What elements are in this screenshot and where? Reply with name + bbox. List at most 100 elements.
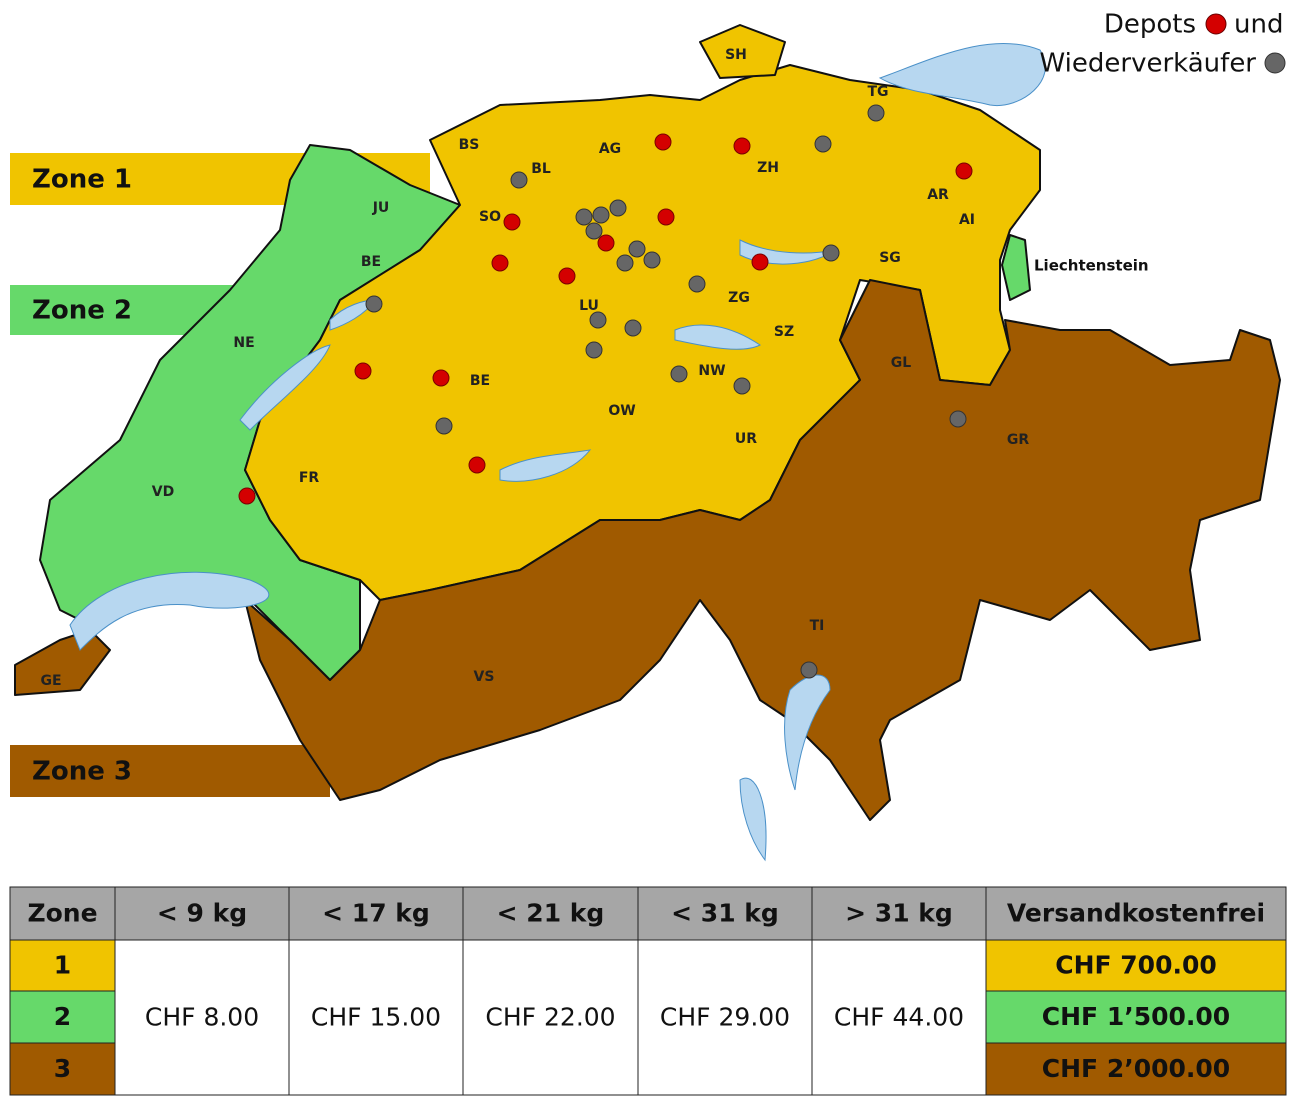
header-cell [114, 886, 290, 941]
lake [69, 571, 270, 651]
free-text: CHF 2’000.00 [1042, 1054, 1230, 1083]
reseller-dot [365, 295, 383, 313]
price-text: CHF 8.00 [145, 1003, 259, 1032]
reseller-dot [592, 206, 610, 224]
canton-label: VS [474, 669, 495, 685]
depot-dot [558, 267, 576, 285]
header-text: Versandkostenfrei [1007, 899, 1265, 928]
price-text: CHF 44.00 [834, 1003, 964, 1032]
price-cell [637, 939, 813, 1096]
header-cell [811, 886, 987, 941]
price-text: CHF 22.00 [485, 1003, 615, 1032]
canton-label: UR [735, 431, 757, 447]
reseller-dot [688, 275, 706, 293]
price-text: CHF 15.00 [311, 1003, 441, 1032]
reseller-dot [822, 244, 840, 262]
depot-dot [468, 456, 486, 474]
legend-reseller-dot [1264, 52, 1286, 74]
reseller-dot [670, 365, 688, 383]
header-text: < 21 kg [497, 899, 605, 928]
reseller-dot [800, 661, 818, 679]
price-cell [288, 939, 464, 1096]
free-cell [985, 990, 1287, 1044]
canton-label: BE [470, 373, 490, 389]
lake [784, 674, 831, 791]
reseller-dot [949, 410, 967, 428]
depot-dot [657, 208, 675, 226]
canton-label: GR [1007, 432, 1029, 448]
canton-label: AG [599, 141, 621, 157]
canton-label: ZG [728, 290, 750, 306]
depot-dot [503, 213, 521, 231]
zone-text: 3 [54, 1054, 71, 1083]
depot-dot [597, 234, 615, 252]
canton-label: JU [372, 200, 390, 216]
canton-label: ZH [757, 160, 779, 176]
depot-dot [751, 253, 769, 271]
depot-dot [432, 369, 450, 387]
header-text: < 31 kg [671, 899, 779, 928]
reseller-dot [643, 251, 661, 269]
depot-dot [238, 487, 256, 505]
zone-bar [10, 745, 330, 797]
free-text: CHF 1’500.00 [1042, 1002, 1230, 1031]
reseller-dot [575, 208, 593, 226]
zone-label: Zone 3 [32, 757, 132, 787]
legend-depot-dot [1205, 13, 1227, 35]
zone-cell [9, 939, 116, 992]
header-cell [985, 886, 1287, 941]
zone-3-area [14, 629, 111, 696]
reseller-dot [510, 171, 528, 189]
header-text: Zone [27, 899, 97, 928]
free-cell [985, 1042, 1287, 1096]
price-cell [811, 939, 987, 1096]
reseller-dot [585, 341, 603, 359]
reseller-dot [628, 240, 646, 258]
legend-label: Depots [1104, 10, 1196, 40]
canton-label: TG [867, 84, 888, 100]
depot-dot [654, 133, 672, 151]
legend-label: Wiederverkäufer [1040, 49, 1257, 79]
reseller-dot [733, 377, 751, 395]
canton-label: BE [361, 254, 381, 270]
canton-label: NE [233, 335, 254, 351]
zone-text: 1 [54, 951, 71, 980]
canton-label: SH [725, 47, 747, 63]
lake [239, 344, 331, 431]
header-text: > 31 kg [845, 899, 953, 928]
free-cell [985, 939, 1287, 992]
zone-text: 2 [54, 1002, 71, 1031]
canton-label: SO [479, 209, 501, 225]
lake [878, 42, 1046, 107]
header-text: < 17 kg [322, 899, 430, 928]
reseller-dot [435, 417, 453, 435]
price-text: CHF 29.00 [660, 1003, 790, 1032]
zone-cell [9, 990, 116, 1044]
canton-label: LU [579, 298, 599, 314]
canton-label: AR [927, 187, 949, 203]
canton-label: BL [531, 161, 551, 177]
header-cell [637, 886, 813, 941]
reseller-dot [589, 311, 607, 329]
zone-label: Zone 2 [32, 296, 132, 326]
zone-3-area [244, 279, 1281, 821]
reseller-dot [867, 104, 885, 122]
zone-1-area [699, 24, 786, 79]
canton-label: GE [40, 673, 61, 689]
canton-label: AI [959, 212, 975, 228]
reseller-dot [624, 319, 642, 337]
lake [499, 449, 592, 482]
lake [739, 777, 767, 862]
country-label: Liechtenstein [1034, 257, 1149, 275]
zone-cell [9, 1042, 116, 1096]
depot-dot [733, 137, 751, 155]
reseller-dot [616, 254, 634, 272]
header-text: < 9 kg [157, 899, 247, 928]
header-cell [9, 886, 116, 941]
reseller-dot [814, 135, 832, 153]
free-text: CHF 700.00 [1055, 951, 1217, 980]
depot-dot [955, 162, 973, 180]
zone-label: Zone 1 [32, 165, 132, 195]
legend-label: und [1234, 10, 1283, 40]
